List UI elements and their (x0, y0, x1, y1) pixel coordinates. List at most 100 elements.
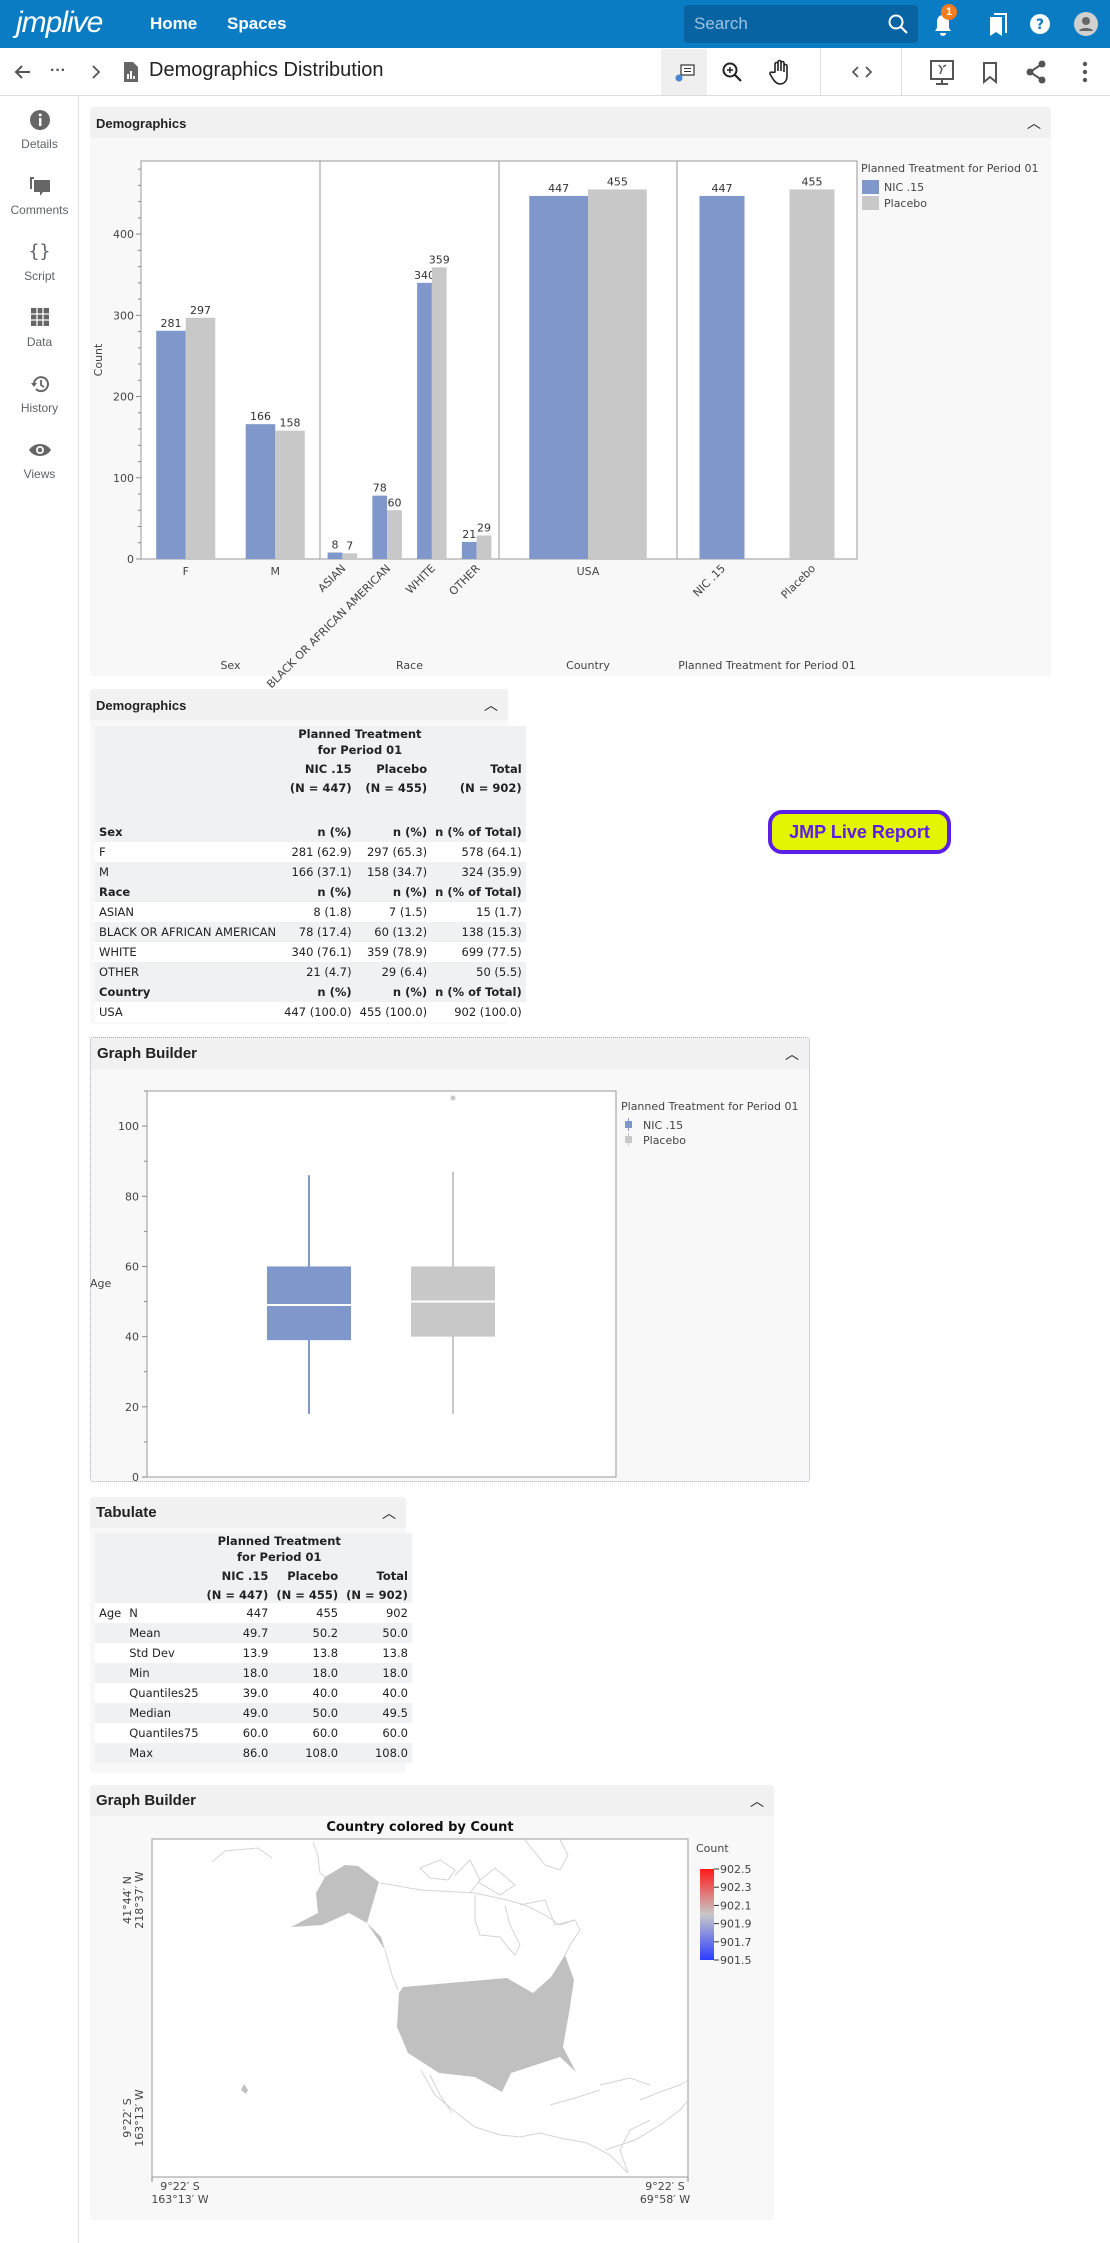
zoom-icon[interactable] (720, 60, 744, 84)
collapse-chevron-icon[interactable]: ︿ (750, 1793, 764, 1809)
region-usa (397, 1955, 576, 2092)
y-tick-label: 0 (127, 553, 134, 566)
stat-label: n (% of Total) (435, 825, 522, 839)
sidebar: Details Comments {} Script Data History … (0, 96, 79, 2243)
stat-label: n (%) (392, 885, 428, 899)
nav-home[interactable]: Home (150, 14, 198, 33)
bell-icon[interactable] (930, 12, 956, 38)
column-n: (N = 455) (365, 781, 428, 795)
table-cell: 50.2 (312, 1626, 339, 1640)
bar-placebo (431, 267, 447, 559)
demographics-table: Planned Treatment for Period 01 NIC .15 Pla… (95, 726, 526, 1022)
table-cell: 50.0 (312, 1706, 339, 1720)
search-icon[interactable] (887, 13, 909, 35)
row-label: WHITE (95, 942, 281, 962)
sidebar-item-details[interactable]: Details (0, 109, 79, 151)
bar-placebo (387, 510, 402, 559)
panel-header: Tabulate ︿ (90, 1497, 406, 1528)
more-vertical-icon[interactable] (1078, 60, 1092, 84)
bookmarks-icon[interactable] (986, 12, 1010, 38)
table-cell: 297 (65.3) (355, 842, 432, 862)
history-icon (30, 376, 49, 393)
sidebar-item-script[interactable]: {} Script (0, 241, 79, 283)
table-cell: 158 (34.7) (366, 865, 428, 879)
table-cell: 455 (272, 1603, 343, 1623)
table-cell: 18.0 (312, 1666, 339, 1680)
collapse-chevron-icon[interactable]: ︿ (1027, 115, 1041, 131)
bar-placebo (789, 189, 835, 559)
code-icon[interactable] (849, 63, 875, 81)
sidebar-item-comments[interactable]: Comments (0, 175, 79, 217)
table-cell: 324 (35.9) (461, 865, 522, 879)
more-horizontal-icon[interactable]: ··· (50, 62, 66, 79)
column-n: (N = 447) (289, 781, 352, 795)
nav-spaces[interactable]: Spaces (227, 14, 287, 33)
present-icon[interactable] (928, 59, 956, 87)
bar-nic- (417, 282, 432, 559)
y-tick-label: 80 (125, 1190, 139, 1203)
pan-hand-icon[interactable] (767, 58, 793, 86)
sidebar-item-label: Comments (10, 203, 69, 217)
color-scale-bar (700, 1869, 714, 1960)
row-label: USA (95, 1002, 281, 1022)
stat-label: Quantiles75 (125, 1723, 203, 1743)
bar-nic- (372, 495, 388, 559)
panel-header: Graph Builder ︿ (91, 1038, 809, 1069)
column-header: Placebo (376, 762, 428, 776)
section-label: Race (99, 885, 131, 899)
box-plot: 0 20 40 60 80 100 Age Planned Treatment for Per… (90, 1090, 799, 1484)
search-box (684, 5, 918, 43)
top-bar: jmplive Home Spaces 1 ? (0, 0, 1110, 48)
share-icon[interactable] (1024, 59, 1048, 85)
country-outline (379, 1882, 576, 1926)
eye-icon (28, 444, 51, 456)
panel-title: Graph Builder (96, 1792, 197, 1809)
collapse-chevron-icon[interactable]: ︿ (484, 697, 498, 713)
svg-text:?: ? (1036, 17, 1044, 33)
bookmark-icon[interactable] (980, 60, 1000, 86)
table-cell: 281 (62.9) (280, 842, 356, 862)
report-icon (124, 62, 138, 82)
region-hawaii (241, 2084, 248, 2094)
jmp-live-report-button[interactable]: JMP Live Report (768, 810, 951, 854)
sidebar-item-label: Data (26, 335, 53, 349)
chevron-right-icon[interactable] (89, 64, 103, 80)
back-arrow-icon[interactable] (12, 61, 34, 83)
y-axis-label: Count (92, 343, 105, 376)
column-header: Placebo (287, 1569, 339, 1583)
jmplive-logo[interactable]: jmplive (16, 6, 103, 39)
table-cell: 699 (77.5) (431, 942, 526, 962)
sidebar-item-history[interactable]: History (0, 373, 79, 415)
sidebar-item-data[interactable]: Data (0, 307, 79, 349)
avatar[interactable] (1074, 12, 1098, 36)
country-outline (639, 2079, 689, 2101)
search-input[interactable] (694, 13, 874, 35)
data-label: 78 (373, 482, 387, 495)
table-row: M 166 (37.1) 158 (34.7) 324 (35.9) (95, 862, 526, 882)
country-outline (419, 1859, 456, 1881)
braces-icon: {} (28, 241, 51, 262)
tabulate-table: Planned Treatment for Period 01 NIC .15 Pla… (95, 1533, 412, 1763)
legend-title: Count (696, 1842, 729, 1855)
collapse-chevron-icon[interactable]: ︿ (785, 1046, 799, 1062)
help-icon[interactable]: ? (1029, 13, 1051, 35)
data-label: 340 (414, 269, 435, 282)
table-cell: 447 (100.0) (280, 1002, 356, 1022)
y-tick-label: 400 (113, 228, 134, 241)
country-outline (599, 2077, 651, 2086)
table-cell: 50.0 (382, 1626, 408, 1640)
legend-tick-label: 902.1 (720, 1899, 752, 1912)
region-alaska (291, 1865, 385, 1950)
bar-nic- (156, 330, 186, 559)
data-label: 359 (429, 253, 450, 266)
header-group-label: for Period 01 (317, 743, 403, 757)
collapse-chevron-icon[interactable]: ︿ (382, 1505, 396, 1521)
annotate-button[interactable] (661, 49, 707, 95)
legend-swatch (862, 180, 879, 194)
table-cell: 13.9 (202, 1643, 273, 1663)
sidebar-item-views[interactable]: Views (0, 439, 79, 481)
axis-label: 9°22′ S (121, 2098, 134, 2137)
stat-label: Std Dev (125, 1643, 203, 1663)
page-title: Demographics Distribution (149, 59, 384, 81)
